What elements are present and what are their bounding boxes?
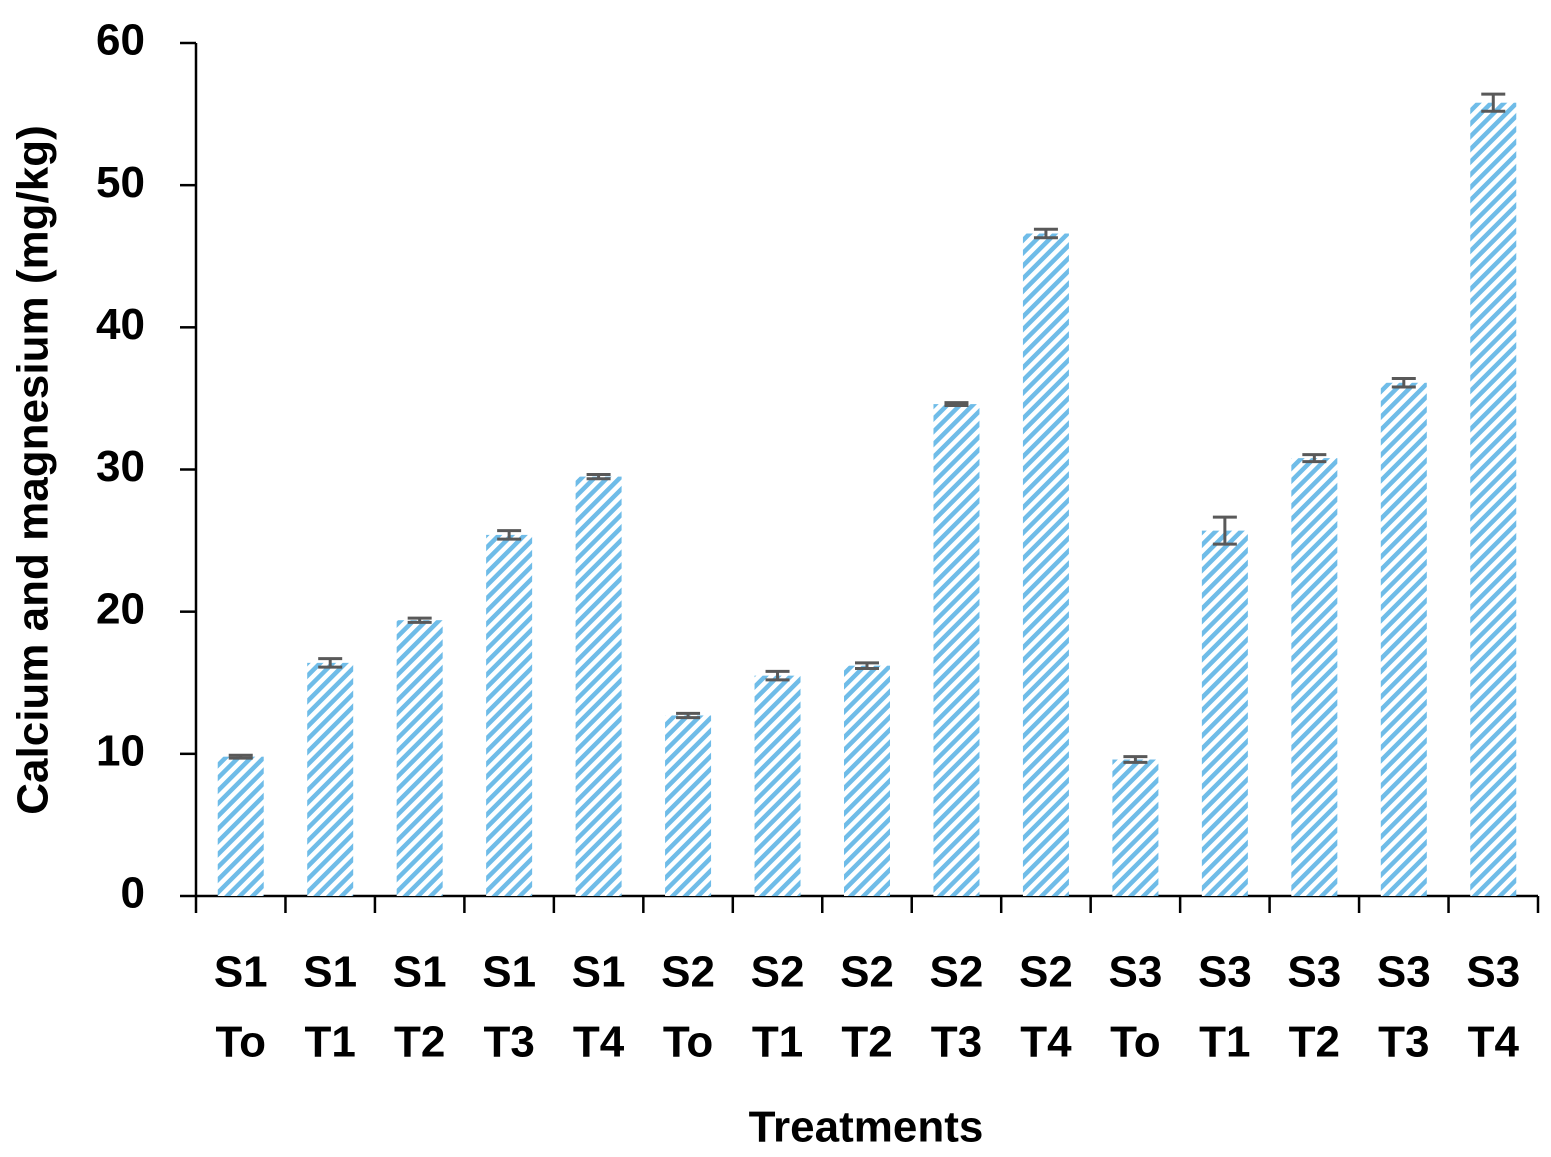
x-tick-label: T2 [841, 1018, 892, 1067]
y-tick-label: 20 [96, 584, 145, 633]
bar [844, 665, 890, 896]
y-tick-label: 0 [121, 869, 145, 918]
x-tick-label: T1 [752, 1018, 803, 1067]
x-tick-label: S2 [840, 948, 894, 997]
bar [396, 620, 443, 896]
x-tick-label: T4 [1468, 1018, 1520, 1067]
x-tick-label: S1 [214, 948, 268, 997]
bar [1380, 382, 1427, 896]
x-tick-label: S3 [1287, 948, 1341, 997]
x-tick-label: S3 [1108, 948, 1162, 997]
x-tick-label: S2 [751, 948, 805, 997]
bar [575, 476, 622, 896]
bar [754, 675, 801, 896]
x-tick-label: T1 [305, 1018, 356, 1067]
x-tick-label: S3 [1377, 948, 1431, 997]
x-tick-label: To [663, 1018, 714, 1067]
x-tick-label: T2 [1289, 1018, 1340, 1067]
x-tick-label: To [1110, 1018, 1161, 1067]
x-tick-label: S1 [482, 948, 536, 997]
bar [217, 756, 264, 896]
x-tick-label: T3 [483, 1018, 534, 1067]
x-tick-label: S1 [572, 948, 626, 997]
x-tick-label: S3 [1198, 948, 1252, 997]
bar [665, 715, 712, 896]
x-tick-label: S1 [393, 948, 447, 997]
bar [933, 404, 980, 896]
y-axis-title: Calcium and magnesium (mg/kg) [9, 125, 58, 814]
x-tick-label: S3 [1466, 948, 1520, 997]
x-tick-label: T4 [573, 1018, 625, 1067]
bar [1291, 458, 1338, 896]
y-tick-label: 60 [96, 16, 145, 65]
x-tick-label: T3 [931, 1018, 982, 1067]
y-tick-label: 10 [96, 726, 145, 775]
x-tick-label: S1 [303, 948, 357, 997]
bar [1112, 759, 1159, 896]
x-tick-label: S2 [1019, 948, 1073, 997]
x-axis-title: Treatments [749, 1103, 984, 1152]
bar [307, 662, 354, 896]
bar [1201, 530, 1248, 896]
x-tick-label: S2 [930, 948, 984, 997]
x-tick-label: To [215, 1018, 266, 1067]
bar [1470, 102, 1517, 896]
x-tick-label: T1 [1199, 1018, 1250, 1067]
x-tick-label: T4 [1020, 1018, 1072, 1067]
y-tick-label: 40 [96, 300, 145, 349]
y-tick-label: 50 [96, 158, 145, 207]
x-tick-label: T3 [1378, 1018, 1429, 1067]
bar [486, 534, 533, 896]
y-tick-label: 30 [96, 442, 145, 491]
x-tick-label: T2 [394, 1018, 445, 1067]
x-tick-label: S2 [661, 948, 715, 997]
bar [1022, 233, 1069, 897]
